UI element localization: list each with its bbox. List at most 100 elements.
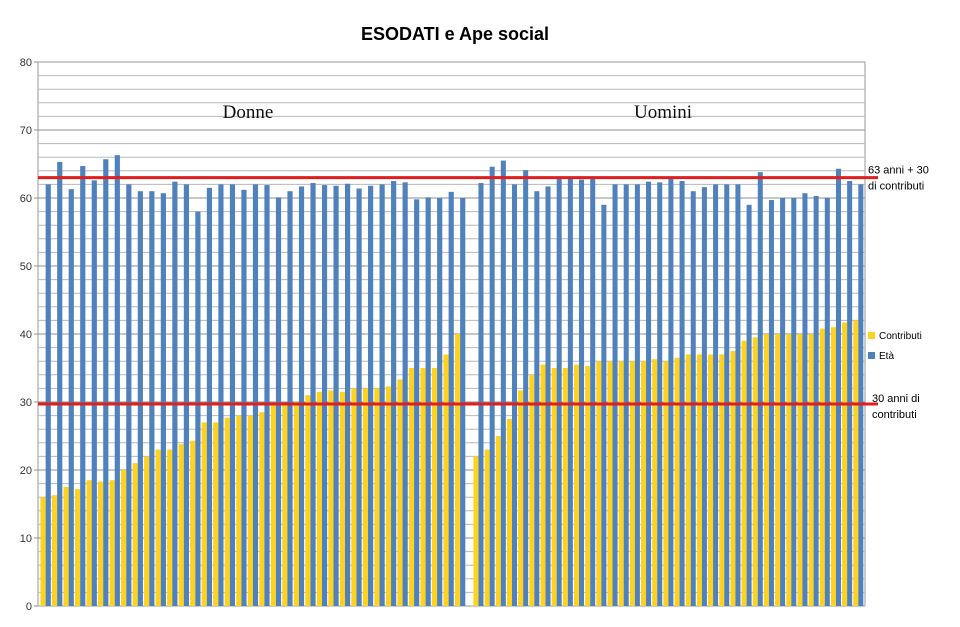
bar-eta <box>679 181 685 606</box>
bar-eta <box>218 184 224 606</box>
bar-contributi <box>618 361 624 606</box>
bar-eta <box>391 181 397 606</box>
bar-eta <box>713 184 719 606</box>
bar-eta <box>160 193 166 607</box>
bar-contributi <box>730 351 736 606</box>
y-tick-label: 50 <box>20 261 32 273</box>
bar-eta <box>847 181 853 606</box>
bar-eta <box>500 160 506 606</box>
bar-eta <box>379 184 385 606</box>
bar-contributi <box>663 361 669 606</box>
bar-contributi <box>362 388 369 606</box>
y-tick-label: 60 <box>20 193 32 205</box>
bar-contributi <box>121 470 127 606</box>
legend-contributi-swatch <box>868 332 875 339</box>
bar-contributi <box>585 365 591 606</box>
bar-eta <box>310 183 316 607</box>
bar-contributi <box>259 412 265 606</box>
bar-contributi <box>328 390 334 606</box>
bar-contributi <box>98 481 104 606</box>
bar-contributi <box>86 480 92 606</box>
bar-eta <box>437 198 443 606</box>
bar-contributi <box>473 456 479 606</box>
bar-eta <box>252 184 259 606</box>
bar-eta <box>114 155 120 606</box>
bar-eta <box>206 187 213 607</box>
bar-eta <box>68 189 74 606</box>
bar-eta <box>333 185 339 606</box>
bar-contributi <box>708 354 714 606</box>
bar-eta <box>802 193 808 607</box>
bar-eta <box>567 177 573 606</box>
bar-eta <box>195 211 201 606</box>
bar-eta <box>149 191 155 606</box>
bar-eta <box>103 159 109 607</box>
bar-contributi <box>797 334 803 606</box>
bar-contributi <box>819 328 825 606</box>
bar-contributi <box>551 368 557 606</box>
bar-eta <box>668 177 674 606</box>
ref-label-63-line1: 63 anni + 30 <box>868 165 929 177</box>
bar-contributi <box>316 391 322 606</box>
bar-contributi <box>853 320 859 606</box>
bar-contributi <box>830 327 836 606</box>
group-label-uomini: Uomini <box>634 102 692 123</box>
bar-eta <box>287 191 293 606</box>
bar-contributi <box>178 444 184 606</box>
chart-title: ESODATI e Ape social <box>360 24 550 44</box>
group-label-donne: Donne <box>223 102 274 123</box>
bar-contributi <box>339 391 345 606</box>
bar-eta <box>183 184 189 606</box>
bar-contributi <box>201 422 207 606</box>
bar-contributi <box>75 489 81 606</box>
bar-eta <box>402 182 408 607</box>
bar-contributi <box>351 388 357 606</box>
bar-eta <box>45 184 51 606</box>
legend-contributi-label: Contributi <box>879 331 922 342</box>
bar-contributi <box>443 354 449 606</box>
bar-contributi <box>144 456 150 606</box>
bar-eta <box>80 166 86 607</box>
bar-eta <box>735 184 741 606</box>
bar-eta <box>701 187 707 606</box>
bar-contributi <box>540 364 546 606</box>
bar-contributi <box>385 386 392 606</box>
bar-contributi <box>270 405 276 606</box>
bar-contributi <box>167 449 173 606</box>
bar-contributi <box>573 364 580 606</box>
bar-eta <box>57 161 63 606</box>
bar-eta <box>791 198 797 606</box>
y-tick-label: 0 <box>26 601 32 613</box>
bar-contributi <box>786 334 792 606</box>
y-tick-label: 80 <box>20 57 32 69</box>
bar-eta <box>368 185 374 606</box>
bar-eta <box>523 170 529 606</box>
bar-eta <box>824 198 830 606</box>
bar-contributi <box>741 340 747 606</box>
bar-contributi <box>506 419 512 606</box>
bar-eta <box>460 198 466 606</box>
ref-label-63-line2: di contributi <box>868 181 924 193</box>
y-tick-label: 10 <box>20 533 32 545</box>
y-tick-label: 40 <box>20 329 32 341</box>
bar-eta <box>690 191 696 606</box>
bar-contributi <box>562 368 568 606</box>
bar-contributi <box>808 334 814 606</box>
bar-eta <box>780 198 786 606</box>
bar-contributi <box>40 497 46 606</box>
bar-contributi <box>190 440 196 606</box>
bar-contributi <box>213 422 219 606</box>
bar-eta <box>264 185 270 606</box>
bar-eta <box>172 181 178 606</box>
bar-contributi <box>454 334 461 606</box>
bar-contributi <box>652 359 658 606</box>
bar-contributi <box>775 334 781 606</box>
bar-eta <box>657 182 663 607</box>
bar-eta <box>545 186 551 606</box>
bar-contributi <box>719 354 725 606</box>
bar-contributi <box>397 379 403 606</box>
bar-eta <box>590 177 596 606</box>
bar-contributi <box>763 334 769 606</box>
